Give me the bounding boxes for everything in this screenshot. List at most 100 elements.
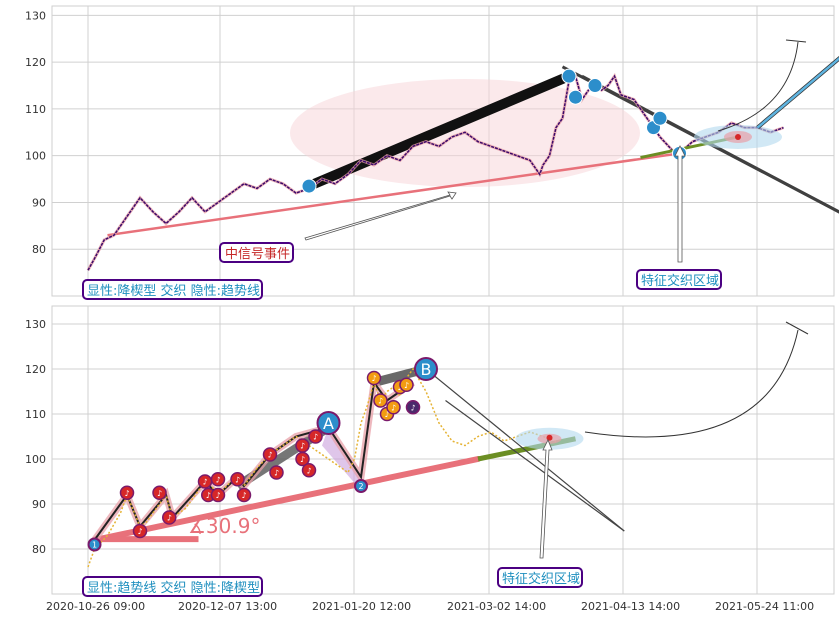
signal-event-label: 中信号事件: [225, 247, 290, 262]
bottom-wedge-lower: [445, 400, 625, 532]
note-marker: ♪: [162, 510, 177, 525]
labeled-point-circle: [316, 411, 341, 435]
note-glyph: ♪: [300, 455, 305, 464]
labeled-point-text: 1: [92, 541, 97, 550]
forecast-line: [756, 56, 839, 129]
signal-event-frame: [219, 242, 294, 263]
note-glyph: ♪: [235, 475, 240, 484]
bottom-wedge-upper: [425, 368, 625, 532]
top-feature-zone-frame: [636, 269, 722, 290]
note-marker-circle: [269, 465, 284, 480]
band-fill: [322, 427, 361, 491]
pivot-point: [301, 178, 317, 194]
note-glyph: ♪: [274, 469, 279, 478]
top-legend-frame: [82, 279, 263, 300]
note-marker-circle: [405, 400, 421, 415]
note-marker-circle: [301, 463, 317, 478]
top-feature-zone-label: 特征交织区域: [641, 273, 719, 289]
note-marker: ♪: [210, 472, 226, 487]
y-tick-label: 80: [32, 243, 46, 256]
bottom-feature-zone-frame: [497, 567, 583, 588]
labeled-point-text: 2: [358, 482, 363, 491]
note-marker-circle: [132, 523, 148, 539]
note-marker: ♪: [152, 485, 167, 500]
top-feature-zone-box: 特征交织区域: [636, 269, 722, 290]
note-glyph: ♪: [202, 478, 207, 487]
note-glyph: ♪: [391, 403, 396, 412]
note-marker: ♪: [405, 400, 421, 415]
note-marker-circle: [119, 485, 135, 500]
pivot-point: [561, 68, 577, 84]
y-tick-label: 100: [25, 150, 46, 163]
pivot-point: [652, 110, 668, 126]
x-tick-label: 2021-01-20 12:00: [312, 600, 411, 613]
bottom-forecast-curve: [584, 329, 799, 438]
x-tick-label: 2021-04-13 14:00: [581, 600, 680, 613]
forecast-cap: [785, 39, 807, 43]
note-marker-circle: [230, 472, 245, 487]
bottom-forecast-cap: [785, 321, 809, 335]
note-glyph: ♪: [167, 514, 172, 523]
note-glyph: ♪: [241, 491, 246, 500]
note-marker-circle: [308, 429, 323, 444]
pivot-point: [587, 78, 603, 94]
note-marker-circle: [236, 487, 252, 503]
note-glyph: ♪: [404, 381, 409, 390]
note-glyph: ♪: [378, 397, 383, 406]
labeled-point-text: A: [323, 414, 334, 433]
note-glyph: ♪: [124, 489, 129, 498]
top-content: [86, 39, 839, 272]
note-marker: ♪: [366, 370, 382, 386]
labeled-point-text: B: [421, 360, 432, 379]
y-tick-label: 90: [32, 196, 46, 209]
note-marker-circle: [373, 393, 388, 408]
note-marker-circle: [262, 447, 278, 462]
x-tick-label: 2021-03-02 14:00: [447, 600, 546, 613]
note-marker: ♪: [295, 438, 310, 453]
note-marker-circle: [295, 438, 310, 453]
note-glyph: ♪: [410, 403, 415, 412]
note-marker: ♪: [236, 487, 252, 503]
note-marker: ♪: [373, 393, 388, 408]
labeled-point: A: [316, 411, 341, 435]
y-tick-label: 110: [25, 103, 46, 116]
bottom-feature-zone-label: 特征交织区域: [502, 571, 580, 587]
y-tick-label: 100: [25, 453, 46, 466]
y-tick-label: 120: [25, 363, 46, 376]
bottom-legend-frame: [82, 576, 263, 597]
note-marker: ♪: [269, 465, 284, 480]
note-glyph: ♪: [371, 374, 376, 383]
note-glyph: ♪: [206, 491, 211, 500]
note-glyph: ♪: [313, 433, 318, 442]
trend-line: [107, 152, 680, 237]
bottom-legend-text: 显性:趋势线 交织 隐性:降楔型: [87, 580, 260, 596]
note-marker-circle: [386, 400, 401, 415]
forecast-curve: [717, 41, 799, 132]
note-marker-circle: [366, 370, 382, 386]
bottom-feature-zone-box: 特征交织区域: [497, 567, 583, 588]
note-marker: ♪: [301, 463, 317, 478]
note-marker: ♪: [119, 485, 135, 500]
note-marker: ♪: [210, 487, 226, 503]
feature-zone-arrow: [674, 145, 686, 263]
y-tick-label: 130: [25, 9, 46, 22]
y-tick-label: 90: [32, 498, 46, 511]
note-glyph: ♪: [384, 410, 389, 419]
note-marker: ♪: [230, 472, 245, 487]
x-tick-label: 2020-12-07 13:00: [178, 600, 277, 613]
note-marker: ♪: [399, 377, 414, 392]
note-marker-circle: [210, 472, 226, 487]
y-tick-label: 110: [25, 408, 46, 421]
angle-label: ∡30.9°: [188, 514, 260, 538]
labeled-point-circle: [354, 479, 368, 493]
bottom-trend-line: [91, 456, 481, 543]
x-tick-label: 2020-10-26 09:00: [46, 600, 145, 613]
wave-line: [93, 379, 414, 541]
note-marker-circle: [152, 485, 167, 500]
note-marker: ♪: [197, 474, 213, 489]
pivot-point: [568, 89, 583, 105]
note-marker: ♪: [308, 429, 323, 444]
note-glyph: ♪: [137, 527, 142, 536]
